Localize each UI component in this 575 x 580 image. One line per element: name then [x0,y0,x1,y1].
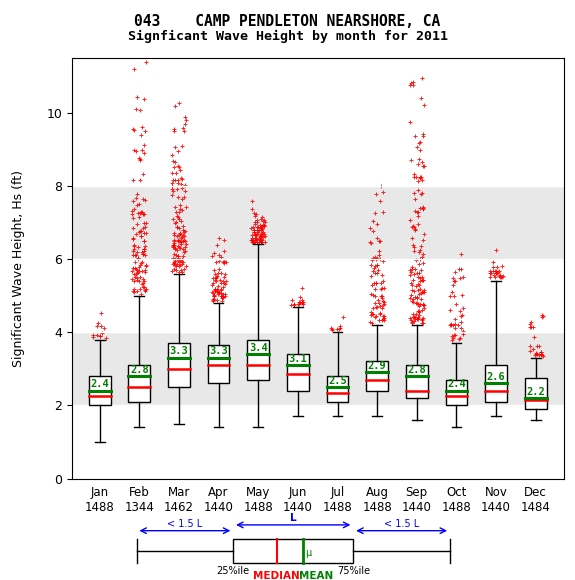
Bar [72,259,564,332]
Text: 2.5: 2.5 [328,376,347,386]
Text: 2.8: 2.8 [408,365,426,375]
Text: 3.3: 3.3 [170,346,188,356]
Bar [72,332,564,405]
Text: 2.6: 2.6 [486,372,505,382]
Text: L: L [290,513,297,523]
Bar [72,186,564,259]
Text: 043    CAMP PENDLETON NEARSHORE, CA: 043 CAMP PENDLETON NEARSHORE, CA [135,14,440,30]
Bar [89,376,110,405]
Text: 2.8: 2.8 [130,365,149,375]
Bar [406,365,428,398]
Bar [525,378,547,409]
Text: MEDIAN: MEDIAN [253,571,300,580]
Bar [327,376,348,402]
Bar [287,354,309,391]
Text: μ: μ [305,548,311,558]
Text: 2.4: 2.4 [90,379,109,389]
Text: 3.3: 3.3 [209,346,228,356]
Text: 2.9: 2.9 [368,361,386,371]
Text: 75%ile: 75%ile [337,566,370,575]
Bar [72,405,564,478]
Text: 2.4: 2.4 [447,379,466,389]
Bar [446,380,467,405]
Text: 25%ile: 25%ile [217,566,250,575]
Bar [485,365,507,402]
Bar [208,345,229,383]
Text: 2.2: 2.2 [526,387,545,397]
Text: Signficant Wave Height by month for 2011: Signficant Wave Height by month for 2011 [128,30,447,44]
Y-axis label: Significant Wave Height, Hs (ft): Significant Wave Height, Hs (ft) [12,170,25,367]
Text: MEAN: MEAN [300,571,333,580]
Text: 3.1: 3.1 [289,354,307,364]
Bar [233,539,353,563]
Bar [72,39,564,186]
Bar [128,365,150,402]
Text: 3.4: 3.4 [249,343,267,353]
Text: < 1.5 L: < 1.5 L [384,519,419,528]
Text: < 1.5 L: < 1.5 L [167,519,202,528]
Bar [366,361,388,391]
Bar [168,343,190,387]
Bar [247,339,269,380]
